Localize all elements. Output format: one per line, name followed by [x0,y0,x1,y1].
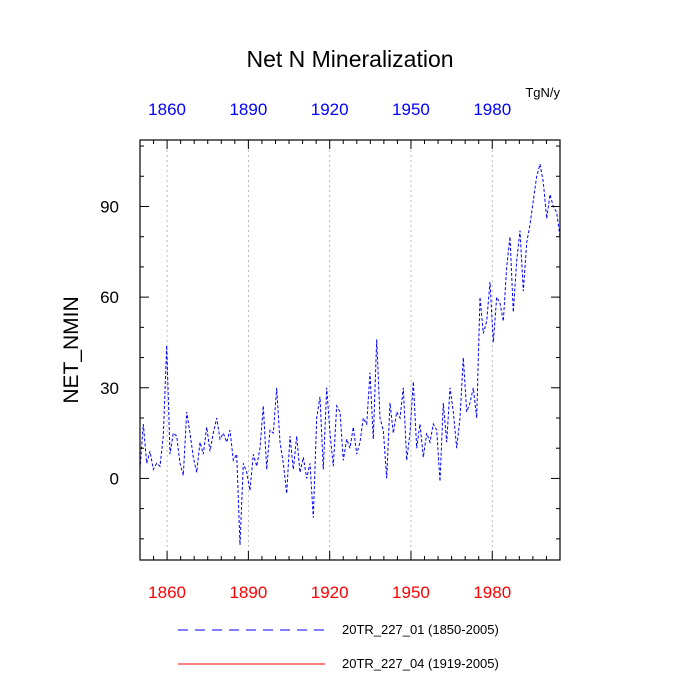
x-tick-label-bottom-1890: 1890 [229,583,267,602]
x-tick-label-top-1920: 1920 [311,100,349,119]
series-group [139,164,561,545]
legend-label-2: 20TR_227_04 (1919-2005) [342,656,499,671]
units-label: TgN/y [525,85,560,100]
y-tick-label-0: 0 [110,469,119,488]
x-tick-label-top-1860: 1860 [148,100,186,119]
legend-label-1: 20TR_227_01 (1850-2005) [342,622,499,637]
legend: 20TR_227_01 (1850-2005) 20TR_227_04 (191… [178,622,499,671]
x-tick-label-top-1950: 1950 [392,100,430,119]
plot-frame [139,139,561,561]
y-axis-label: NET_NMIN [60,296,83,403]
gridlines [166,140,493,560]
series-line-1 [139,164,561,545]
y-tick-label-30: 30 [100,379,119,398]
x-tick-label-bottom-1860: 1860 [148,583,186,602]
x-tick-label-top-1890: 1890 [229,100,267,119]
x-tick-label-bottom-1920: 1920 [311,583,349,602]
y-tick-label-90: 90 [100,197,119,216]
y-tick-label-60: 60 [100,288,119,307]
axis-tick-labels: 1860 1860 1890 1890 1920 1920 1950 1950 1980 1980… [100,100,511,602]
x-tick-label-top-1980: 1980 [473,100,511,119]
axis-ticks [140,140,560,560]
x-tick-label-bottom-1950: 1950 [392,583,430,602]
x-tick-label-bottom-1980: 1980 [473,583,511,602]
chart-title: Net N Mineralization [246,46,453,72]
